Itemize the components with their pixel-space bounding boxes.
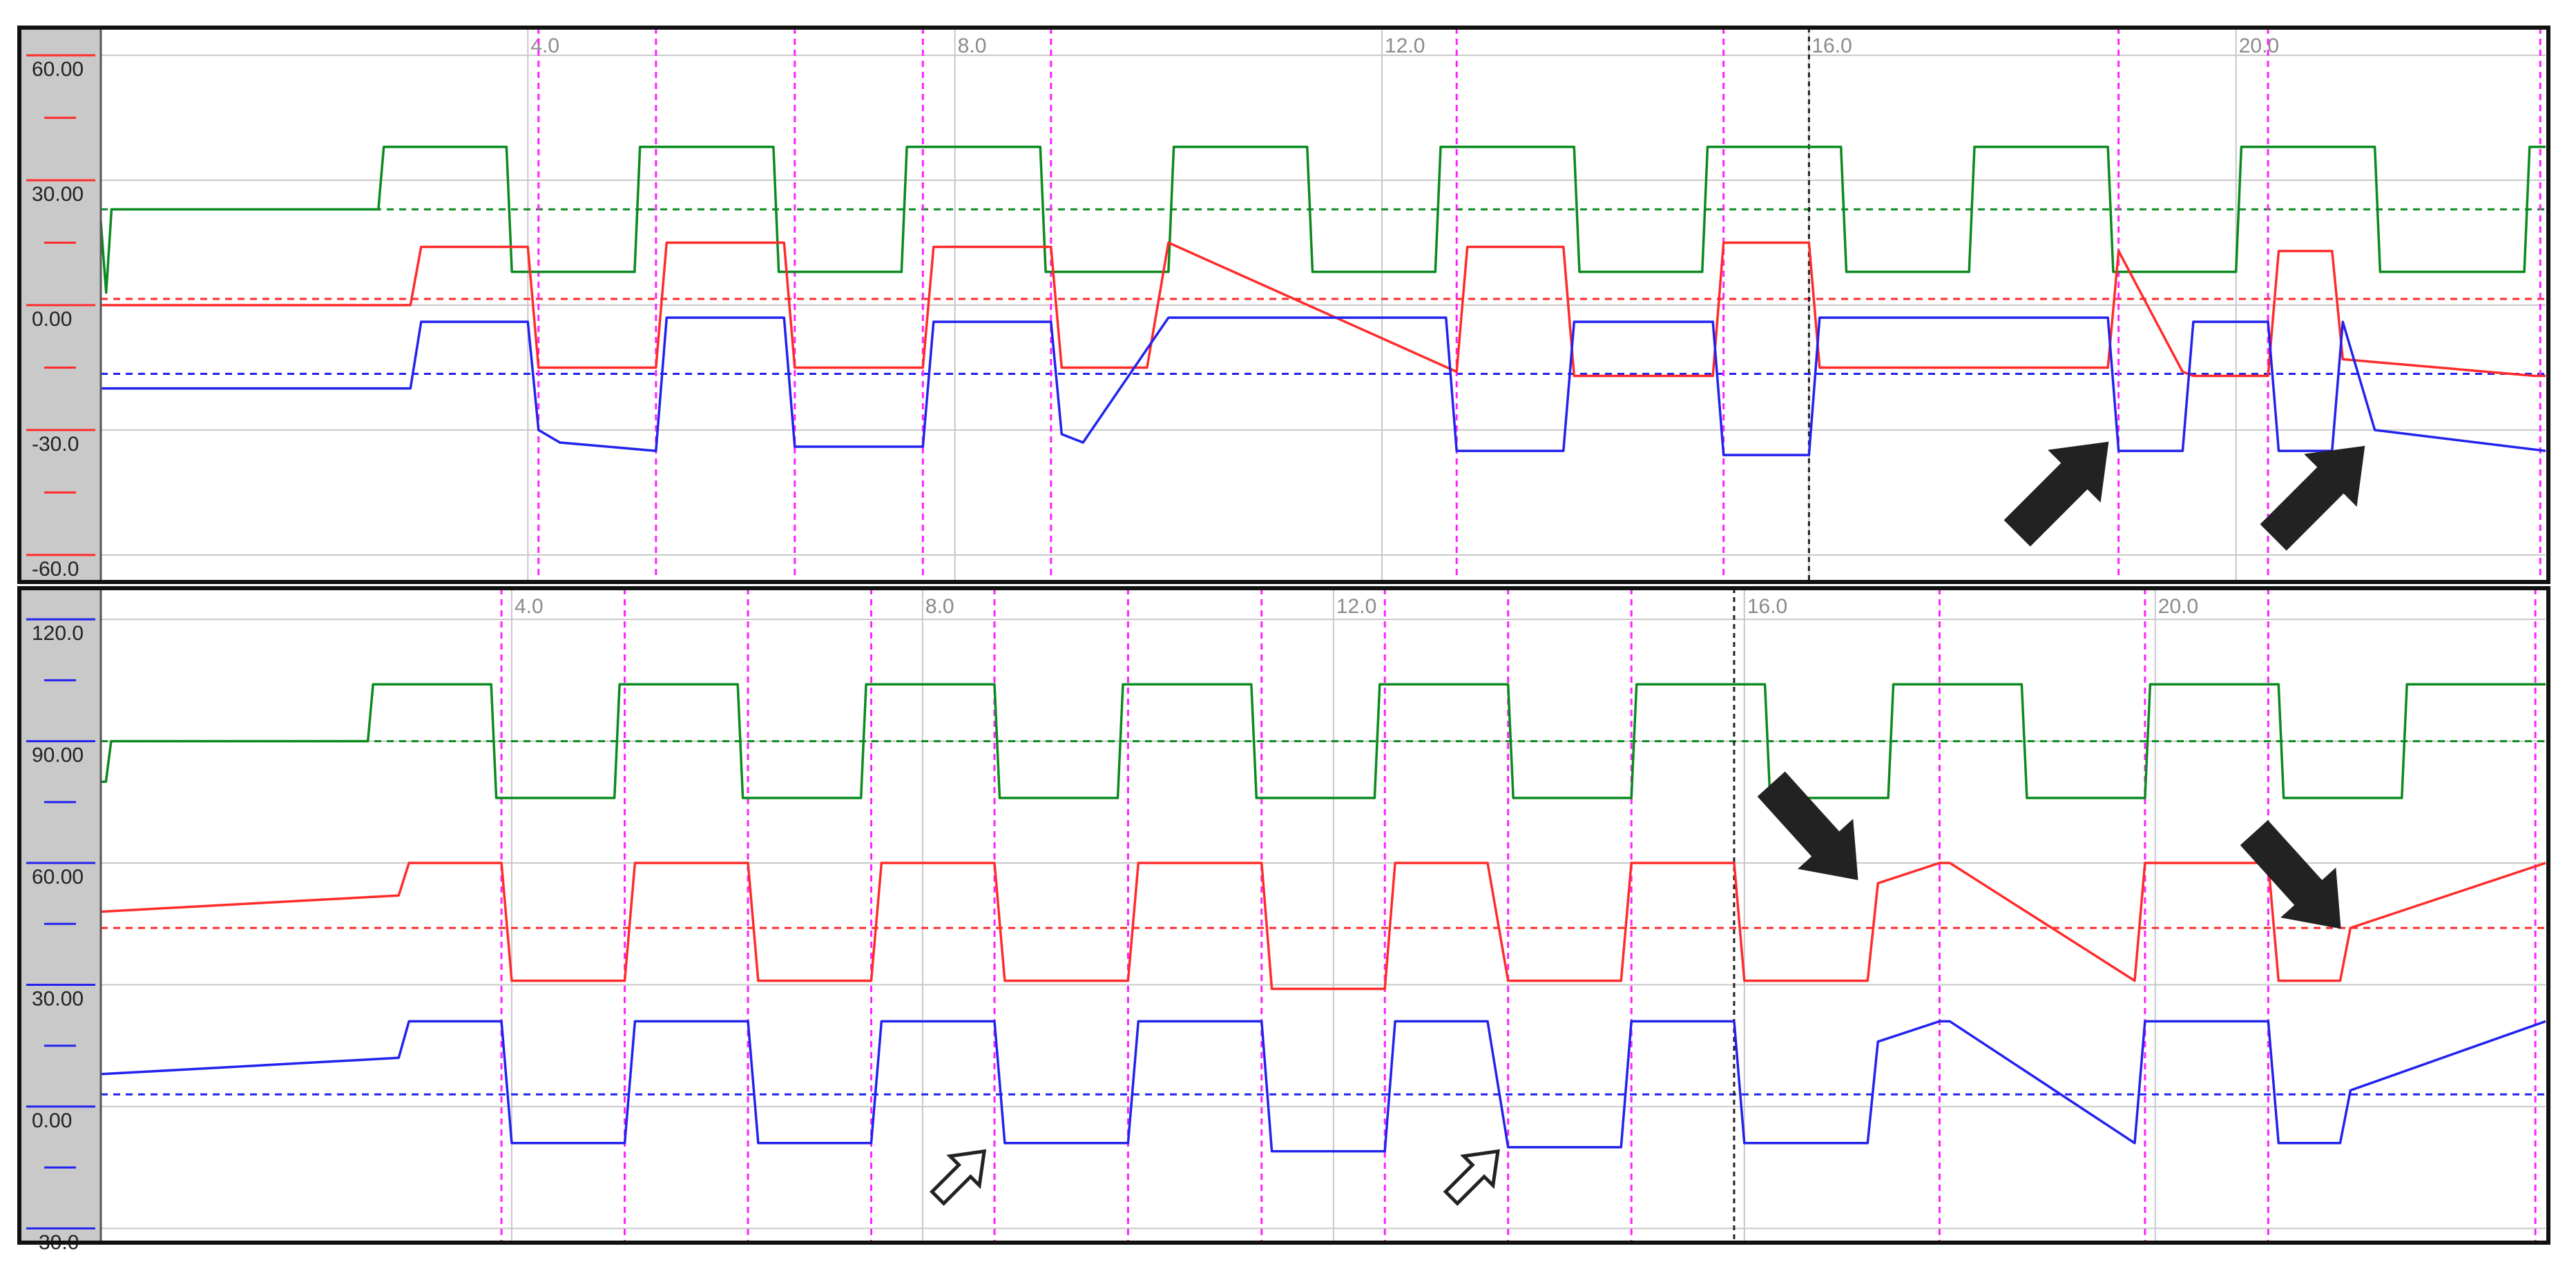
- top-red-trace: [101, 241, 2546, 378]
- top-frame: [17, 26, 2550, 584]
- top-x-tick-label: 20.0: [2239, 35, 2279, 57]
- top-y-tick-label: -60.0: [32, 558, 79, 581]
- top-y-tick-label: 30.00: [32, 183, 84, 206]
- bottom-x-tick-label: 12.0: [1336, 595, 1376, 618]
- top-filled-arrow-marker: [2003, 441, 2109, 547]
- top-x-tick-label: 4.0: [530, 35, 559, 57]
- bottom-y-tick-label: 60.00: [32, 866, 84, 888]
- top-y-tick-label: 60.00: [32, 58, 84, 81]
- bottom-y-tick-label: 30.00: [32, 987, 84, 1010]
- bottom-x-tick-label: 16.0: [1747, 595, 1787, 618]
- top-filled-arrow-marker: [2260, 445, 2365, 551]
- top-y-tick-label: 0.00: [32, 308, 72, 331]
- bottom-frame: [17, 586, 2550, 1245]
- bottom-red-trace: [100, 862, 2546, 991]
- bottom-background: [19, 588, 2548, 1243]
- top-x-tick-label: 12.0: [1385, 35, 1425, 57]
- bottom-x-tick-label: 4.0: [515, 595, 544, 618]
- bottom-y-tick-label: 120.0: [32, 622, 84, 645]
- bottom-y-tick-label: 0.00: [32, 1109, 72, 1132]
- top-y-tick-label: -30.0: [32, 433, 79, 456]
- bottom-filled-arrow-marker: [1757, 771, 1858, 880]
- top-x-tick-label: 16.0: [1811, 35, 1852, 57]
- bottom-x-tick-label: 8.0: [925, 595, 954, 618]
- bottom-blue-trace: [100, 1020, 2546, 1153]
- bottom-green-trace: [101, 683, 2546, 799]
- bottom-x-tick-label: 20.0: [2158, 595, 2198, 618]
- bottom-y-tick-label: 90.00: [32, 744, 84, 767]
- bottom-filled-arrow-marker: [2240, 819, 2341, 929]
- top-x-tick-label: 8.0: [958, 35, 987, 57]
- top-green-trace: [99, 146, 2546, 294]
- bottom-axis-strip: [19, 588, 101, 1243]
- bottom-hollow-arrow-marker: [1443, 1149, 1500, 1206]
- bottom-hollow-arrow-marker: [930, 1149, 987, 1206]
- top-blue-trace: [101, 316, 2546, 456]
- top-panel: 60.00 30.00 0.00 -30.0 -60.0 4.0 8.0 12.0 16.0 20…: [17, 26, 2550, 584]
